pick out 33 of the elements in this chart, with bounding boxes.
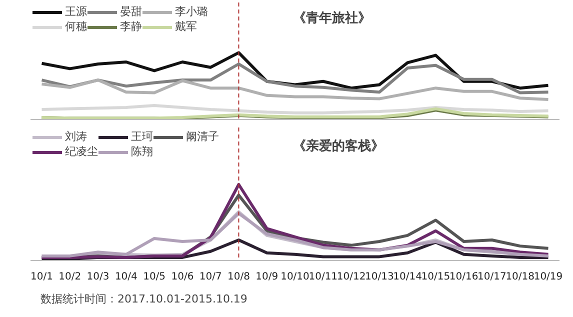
x-tick-label: 10/16: [449, 272, 478, 282]
legend-label: 何穗: [65, 19, 87, 34]
chart-title: 《亲爱的客栈》: [293, 138, 384, 154]
x-tick-label: 10/2: [58, 272, 82, 282]
text: 数据统计时间：2017.10.01-2015.10.19: [40, 292, 248, 306]
x-tick-label: 10/3: [86, 272, 110, 282]
legend-label: 刘涛: [65, 129, 87, 144]
x-tick-label: 10/12: [336, 272, 366, 282]
x-tick-label: 10/19: [534, 272, 563, 282]
x-tick-label: 10/9: [256, 272, 278, 282]
x-tick-label: 10/1: [30, 272, 53, 282]
x-tick-label: 10/18: [506, 272, 535, 282]
legend-label: 陈翔: [131, 144, 153, 159]
legend-label: 李静: [120, 19, 142, 34]
legend-label: 王珂: [131, 129, 153, 144]
x-tick-label: 10/15: [421, 272, 450, 282]
x-tick-label: 10/8: [227, 272, 250, 282]
x-tick-label: 10/10: [280, 272, 310, 282]
x-tick-label: 10/7: [199, 272, 222, 282]
legend-label: 戴军: [175, 19, 197, 34]
legend-label: 晏甜: [120, 4, 142, 19]
x-tick-label: 10/13: [365, 272, 394, 282]
legend-label: 阚清子: [186, 129, 219, 144]
x-tick-label: 10/6: [171, 272, 194, 282]
x-tick-label: 10/11: [308, 272, 338, 282]
legend-label: 王源: [65, 4, 87, 19]
x-tick-label: 10/4: [114, 272, 138, 282]
legend-label: 纪凌尘: [65, 144, 98, 159]
x-tick-label: 10/5: [143, 272, 166, 282]
legend-label: 李小璐: [175, 4, 208, 19]
x-tick-label: 10/17: [478, 272, 506, 282]
chart-title: 《青年旅社》: [293, 10, 372, 26]
x-tick-label: 10/14: [393, 272, 422, 282]
